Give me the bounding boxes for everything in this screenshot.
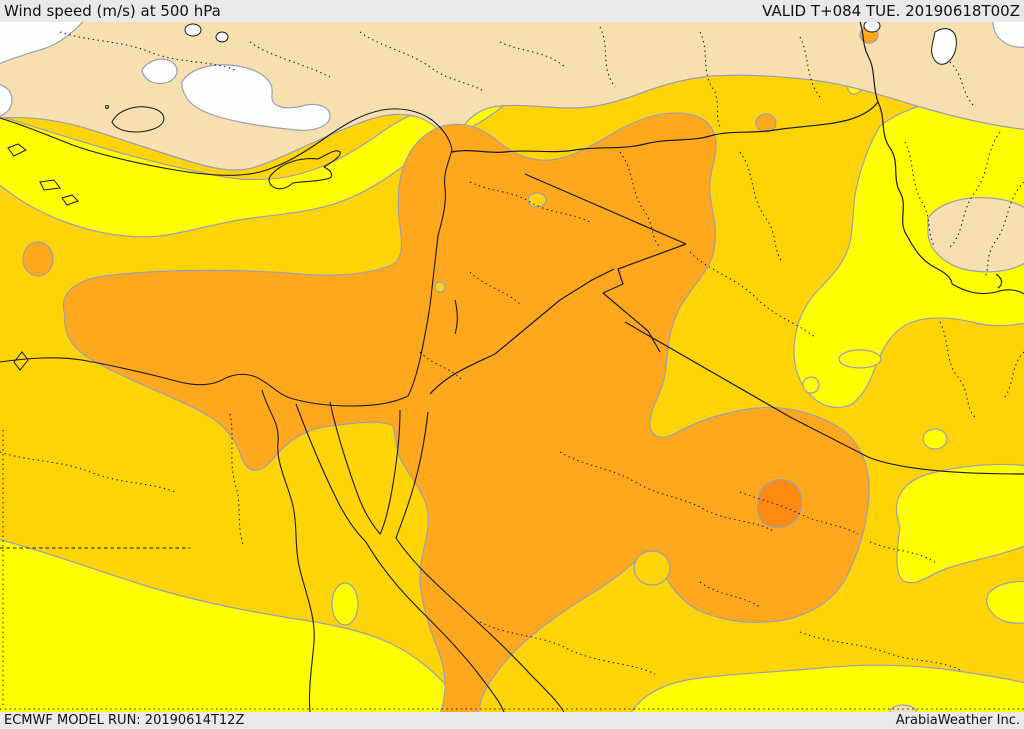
- fill-white-patches: [0, 22, 1024, 131]
- fill-peach-regions: [0, 22, 1024, 712]
- coastline-paths: [0, 108, 1024, 712]
- map-canvas: [0, 22, 1024, 712]
- lake-shapes: [184, 22, 957, 65]
- fill-gold-holes: [434, 192, 671, 586]
- valid-time-label: VALID T+084 TUE. 20190618T00Z: [762, 2, 1020, 20]
- brand-label: ArabiaWeather Inc.: [895, 713, 1020, 728]
- page-title: Wind speed (m/s) at 500 hPa: [4, 2, 221, 20]
- admin-border-paths: [0, 26, 1024, 710]
- model-run-label: ECMWF MODEL RUN: 20190614T12Z: [4, 713, 245, 728]
- footer-bar: ECMWF MODEL RUN: 20190614T12Z ArabiaWeat…: [0, 712, 1024, 729]
- fill-yellow-regions: [0, 74, 1024, 712]
- country-border-paths: [429, 22, 1024, 475]
- wind-speed-map: [0, 22, 1024, 712]
- fill-deep-orange-core: [756, 479, 803, 528]
- header-bar: Wind speed (m/s) at 500 hPa VALID T+084 …: [0, 0, 1024, 22]
- island-outlines: [7, 105, 165, 371]
